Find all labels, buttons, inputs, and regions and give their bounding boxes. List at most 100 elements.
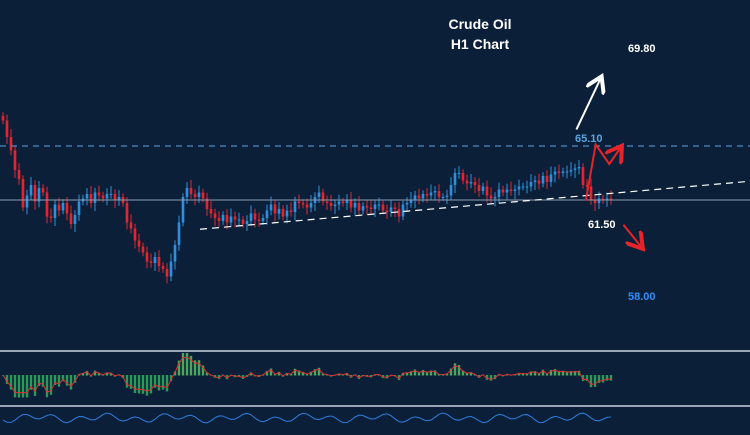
candle-body (605, 198, 609, 200)
histogram-bar (149, 375, 153, 394)
histogram-bar (425, 371, 429, 376)
candle-body (85, 194, 89, 199)
histogram-bar (421, 370, 425, 376)
candle-body (353, 203, 357, 208)
candle-body (577, 167, 581, 169)
candle-body (421, 194, 425, 199)
candle-body (9, 137, 13, 151)
histogram-bar (137, 375, 141, 394)
histogram-bar (581, 375, 585, 382)
histogram-bar (173, 371, 177, 376)
candle-body (545, 176, 549, 182)
histogram-bar (125, 375, 129, 388)
histogram-bar (293, 368, 297, 376)
histogram-bar (589, 375, 593, 388)
candle-body (229, 216, 233, 223)
histogram-bar (577, 370, 581, 376)
candle-body (533, 180, 537, 182)
candle-body (137, 240, 141, 247)
candle-body (333, 204, 337, 206)
candle-body (521, 186, 525, 188)
candle-body (17, 170, 21, 179)
candle-body (401, 204, 405, 217)
histogram-bar (429, 370, 433, 376)
histogram-bar (73, 375, 77, 383)
histogram-bar (553, 369, 557, 376)
candle-body (553, 171, 557, 175)
candle-body (497, 189, 501, 197)
candle-body (505, 189, 509, 193)
histogram-bar (197, 360, 201, 376)
candle-body (297, 201, 301, 203)
histogram-bar (69, 375, 73, 390)
histogram-bar (41, 375, 45, 387)
candle-body (445, 195, 449, 197)
candle-body (517, 186, 521, 190)
candle-body (25, 195, 29, 208)
histogram-bar (81, 372, 85, 376)
histogram-bar (109, 372, 113, 376)
candle-body (541, 176, 545, 184)
candle-body (273, 204, 277, 214)
histogram-bar (201, 365, 205, 376)
candle-body (253, 213, 257, 220)
candle-body (409, 200, 413, 203)
candle-body (453, 173, 457, 185)
candle-body (469, 182, 473, 184)
histogram-bar (517, 372, 521, 376)
histogram-bar (557, 370, 561, 376)
candle-body (481, 186, 485, 191)
candle-body (189, 188, 193, 194)
histogram-bar (205, 372, 209, 376)
candle-body (113, 194, 117, 200)
histogram-bar (181, 353, 185, 376)
candle-body (177, 222, 181, 245)
candle-body (117, 197, 121, 200)
candle-body (529, 182, 533, 187)
histogram-bar (601, 375, 605, 383)
histogram-bar (9, 375, 13, 390)
candle-body (369, 207, 373, 209)
candle-body (557, 171, 561, 173)
histogram-bar (525, 373, 529, 376)
histogram-bar (265, 370, 269, 376)
histogram-bar (469, 372, 473, 376)
histogram-bar (433, 370, 437, 376)
histogram-bar (409, 371, 413, 376)
candle-body (537, 180, 541, 184)
candle-body (457, 173, 461, 174)
candle-body (361, 206, 365, 211)
level-label-65-10: 65.10 (575, 133, 603, 145)
chart-subtitle: H1 Chart (450, 36, 510, 52)
candle-body (149, 261, 153, 263)
trendline (199, 180, 750, 230)
candle-body (357, 203, 361, 211)
histogram-bar (33, 375, 37, 396)
candle-body (41, 188, 45, 193)
candle-body (241, 219, 245, 224)
candle-body (201, 192, 205, 199)
candle-body (97, 192, 101, 196)
candle-body (289, 210, 293, 212)
candle-body (69, 213, 73, 224)
histogram-bar (97, 372, 101, 376)
histogram-bar (93, 370, 97, 376)
candle-body (129, 222, 133, 229)
candle-body (397, 209, 401, 217)
histogram-bar (189, 355, 193, 376)
candle-body (49, 216, 53, 218)
candle-body (185, 188, 189, 197)
candle-body (165, 269, 169, 277)
histogram-bar (401, 372, 405, 376)
candle-body (109, 194, 113, 195)
histogram-bar (485, 375, 489, 380)
candle-body (145, 252, 149, 262)
histogram-bar (345, 373, 349, 376)
candle-body (449, 185, 453, 196)
histogram-bar (585, 375, 589, 382)
candle-body (217, 218, 221, 221)
candle-body (477, 185, 481, 191)
histogram-bar (309, 371, 313, 376)
histogram-bar (193, 360, 197, 376)
oscillator-line (2, 412, 612, 424)
